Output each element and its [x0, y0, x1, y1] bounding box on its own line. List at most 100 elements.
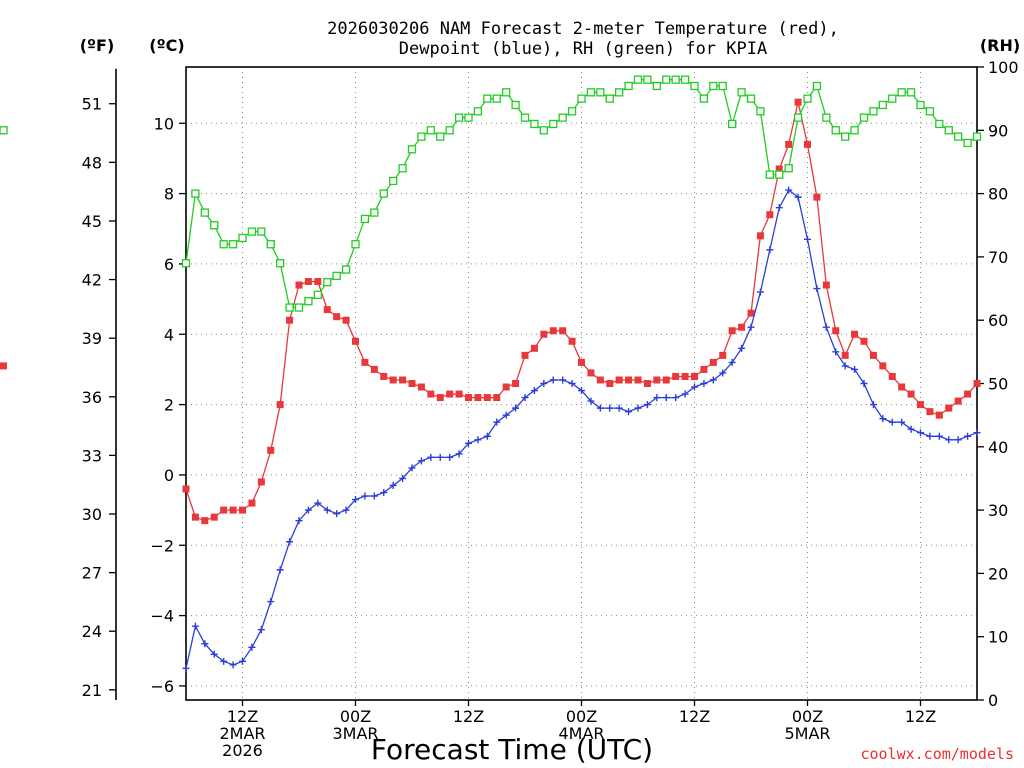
- temperature-point: [201, 517, 209, 525]
- dewpoint-point: [248, 643, 256, 651]
- temperature-point: [417, 383, 425, 391]
- temperature-point: [549, 327, 557, 335]
- dewpoint-point: [945, 436, 953, 444]
- rh-point: [944, 126, 953, 135]
- temperature-point: [973, 380, 981, 387]
- rh-point: [633, 75, 643, 84]
- temperature-point: [653, 376, 661, 384]
- dewpoint-point: [615, 404, 623, 412]
- fahrenheit-tick-label: 48: [82, 153, 102, 172]
- x-tick-label: 12Z: [227, 707, 258, 726]
- temperature-series: [0, 98, 981, 525]
- celsius-tick-label: 4: [164, 325, 174, 344]
- fahrenheit-tick-label: 30: [82, 505, 102, 524]
- rh-point: [370, 208, 379, 217]
- temperature-point: [239, 506, 246, 514]
- credit-link[interactable]: coolwx.com/models: [860, 745, 1014, 763]
- rh-point: [539, 126, 548, 135]
- temperature-point: [634, 376, 642, 384]
- dewpoint-point: [832, 348, 840, 356]
- rh-point: [492, 94, 501, 103]
- temperature-point: [220, 506, 228, 514]
- rh-tick-label: 80: [988, 185, 1008, 204]
- temperature-point: [804, 140, 811, 148]
- temperature-point: [465, 394, 472, 402]
- celsius-tick-label: 10: [154, 114, 174, 133]
- dewpoint-point: [935, 432, 943, 440]
- rh-point: [530, 119, 539, 129]
- dewpoint-point: [634, 404, 642, 412]
- dewpoint-point: [352, 496, 359, 504]
- temperature-point: [662, 376, 670, 384]
- fahrenheit-tick-label: 45: [82, 212, 102, 231]
- chart-title-line2: Dewpoint (blue), RH (green) for KPIA: [399, 39, 767, 59]
- temperature-point: [540, 330, 548, 338]
- rh-point: [859, 113, 869, 122]
- fahrenheit-tick-label: 36: [82, 388, 102, 407]
- dewpoint-point: [521, 394, 529, 402]
- dewpoint-point: [286, 538, 294, 546]
- dewpoint-point: [229, 661, 237, 669]
- dewpoint-point: [898, 418, 906, 426]
- rh-point: [709, 81, 718, 91]
- dewpoint-point: [926, 432, 934, 440]
- temperature-point: [427, 390, 435, 398]
- dewpoint-point: [502, 411, 510, 419]
- temperature-point: [521, 351, 529, 359]
- x-tick-label: 4MAR: [558, 724, 604, 743]
- dewpoint-point: [869, 401, 877, 409]
- x-tick-label: 12Z: [679, 707, 710, 726]
- rh-point: [483, 94, 492, 103]
- rh-point: [605, 94, 614, 103]
- temperature-point: [399, 376, 407, 384]
- rh-point: [0, 126, 8, 135]
- temperature-point: [323, 306, 331, 314]
- dewpoint-point: [408, 464, 416, 472]
- dewpoint-point: [728, 358, 736, 366]
- rh-tick-label: 50: [988, 375, 1008, 394]
- dewpoint-point: [841, 362, 849, 370]
- temperature-point: [370, 365, 378, 373]
- dewpoint-point: [540, 380, 548, 387]
- rh-point: [558, 113, 567, 122]
- rh-point: [567, 107, 577, 116]
- rh-point: [972, 132, 982, 141]
- rh-point: [812, 81, 822, 91]
- dewpoint-point: [417, 457, 425, 465]
- x-axis-title: Forecast Time (UTC): [371, 733, 653, 766]
- dewpoint-point: [182, 664, 190, 672]
- temperature-point: [304, 278, 312, 286]
- temperature-point: [879, 362, 887, 370]
- dewpoint-point: [314, 499, 322, 507]
- temperature-point: [474, 394, 482, 402]
- rh-tick-label: 20: [988, 564, 1008, 583]
- rh-point: [549, 119, 558, 129]
- temperature-point: [747, 309, 755, 317]
- rh-point: [247, 227, 257, 236]
- rh-point: [850, 126, 859, 135]
- rh-series: [0, 75, 982, 312]
- rh-point: [662, 75, 671, 84]
- rh-point: [822, 113, 831, 122]
- temperature-point: [625, 376, 633, 384]
- rh-point: [417, 132, 426, 141]
- temperature-point: [191, 513, 199, 521]
- rh-point: [699, 94, 709, 103]
- rh-tick-label: 100: [988, 58, 1019, 77]
- rh-point: [257, 227, 266, 236]
- temperature-point: [493, 394, 501, 402]
- x-tick-label: 2MAR: [219, 724, 265, 743]
- temperature-point: [568, 337, 576, 345]
- fahrenheit-tick-label: 39: [82, 329, 102, 348]
- dewpoint-point: [625, 408, 633, 416]
- temperature-point: [954, 397, 962, 405]
- temperature-point: [286, 316, 294, 324]
- celsius-tick-label: 6: [164, 255, 174, 274]
- dewpoint-point: [446, 453, 454, 461]
- dewpoint-point: [201, 640, 209, 648]
- rh-point: [294, 303, 304, 312]
- dewpoint-point: [578, 387, 585, 395]
- dewpoint-point: [653, 394, 661, 402]
- celsius-tick-label: −2: [150, 536, 174, 555]
- dewpoint-point: [427, 453, 435, 461]
